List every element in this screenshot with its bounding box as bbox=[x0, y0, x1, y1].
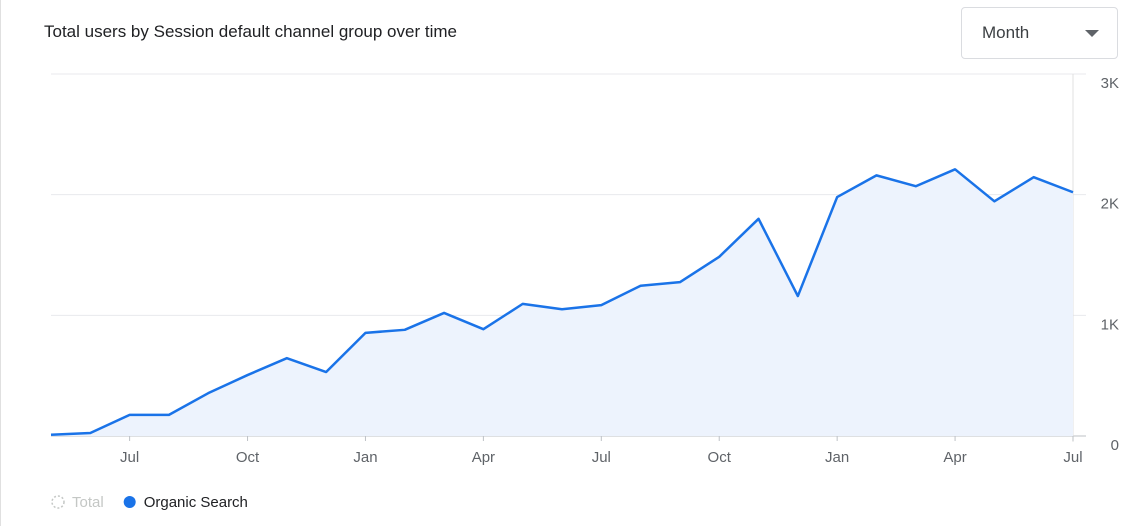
area-fill bbox=[51, 169, 1073, 436]
y-tick-label: 1K bbox=[1101, 316, 1119, 333]
x-tick-label: Jan bbox=[353, 449, 377, 466]
x-tick-label: Apr bbox=[472, 449, 495, 466]
period-dropdown[interactable]: Month bbox=[961, 7, 1118, 59]
x-tick-label: Jul bbox=[592, 449, 611, 466]
y-tick-label: 3K bbox=[1101, 75, 1119, 92]
x-tick-label: Oct bbox=[708, 449, 732, 466]
x-tick-label: Jul bbox=[120, 449, 139, 466]
legend-marker-inactive bbox=[51, 495, 65, 509]
dropdown-arrow bbox=[1085, 30, 1099, 37]
legend-label: Organic Search bbox=[144, 494, 248, 511]
dropdown-label: Month bbox=[982, 23, 1030, 42]
y-tick-label: 2K bbox=[1101, 196, 1119, 213]
chart-title: Total users by Session default channel g… bbox=[44, 22, 457, 41]
x-tick-label: Oct bbox=[236, 449, 260, 466]
x-tick-label: Jul bbox=[1063, 449, 1082, 466]
legend-label-inactive: Total bbox=[72, 494, 104, 511]
x-tick-label: Jan bbox=[825, 449, 849, 466]
legend-marker bbox=[123, 496, 136, 508]
x-tick-label: Apr bbox=[943, 449, 966, 466]
series-line bbox=[50, 168, 1074, 437]
y-tick-label: 0 bbox=[1111, 437, 1119, 454]
